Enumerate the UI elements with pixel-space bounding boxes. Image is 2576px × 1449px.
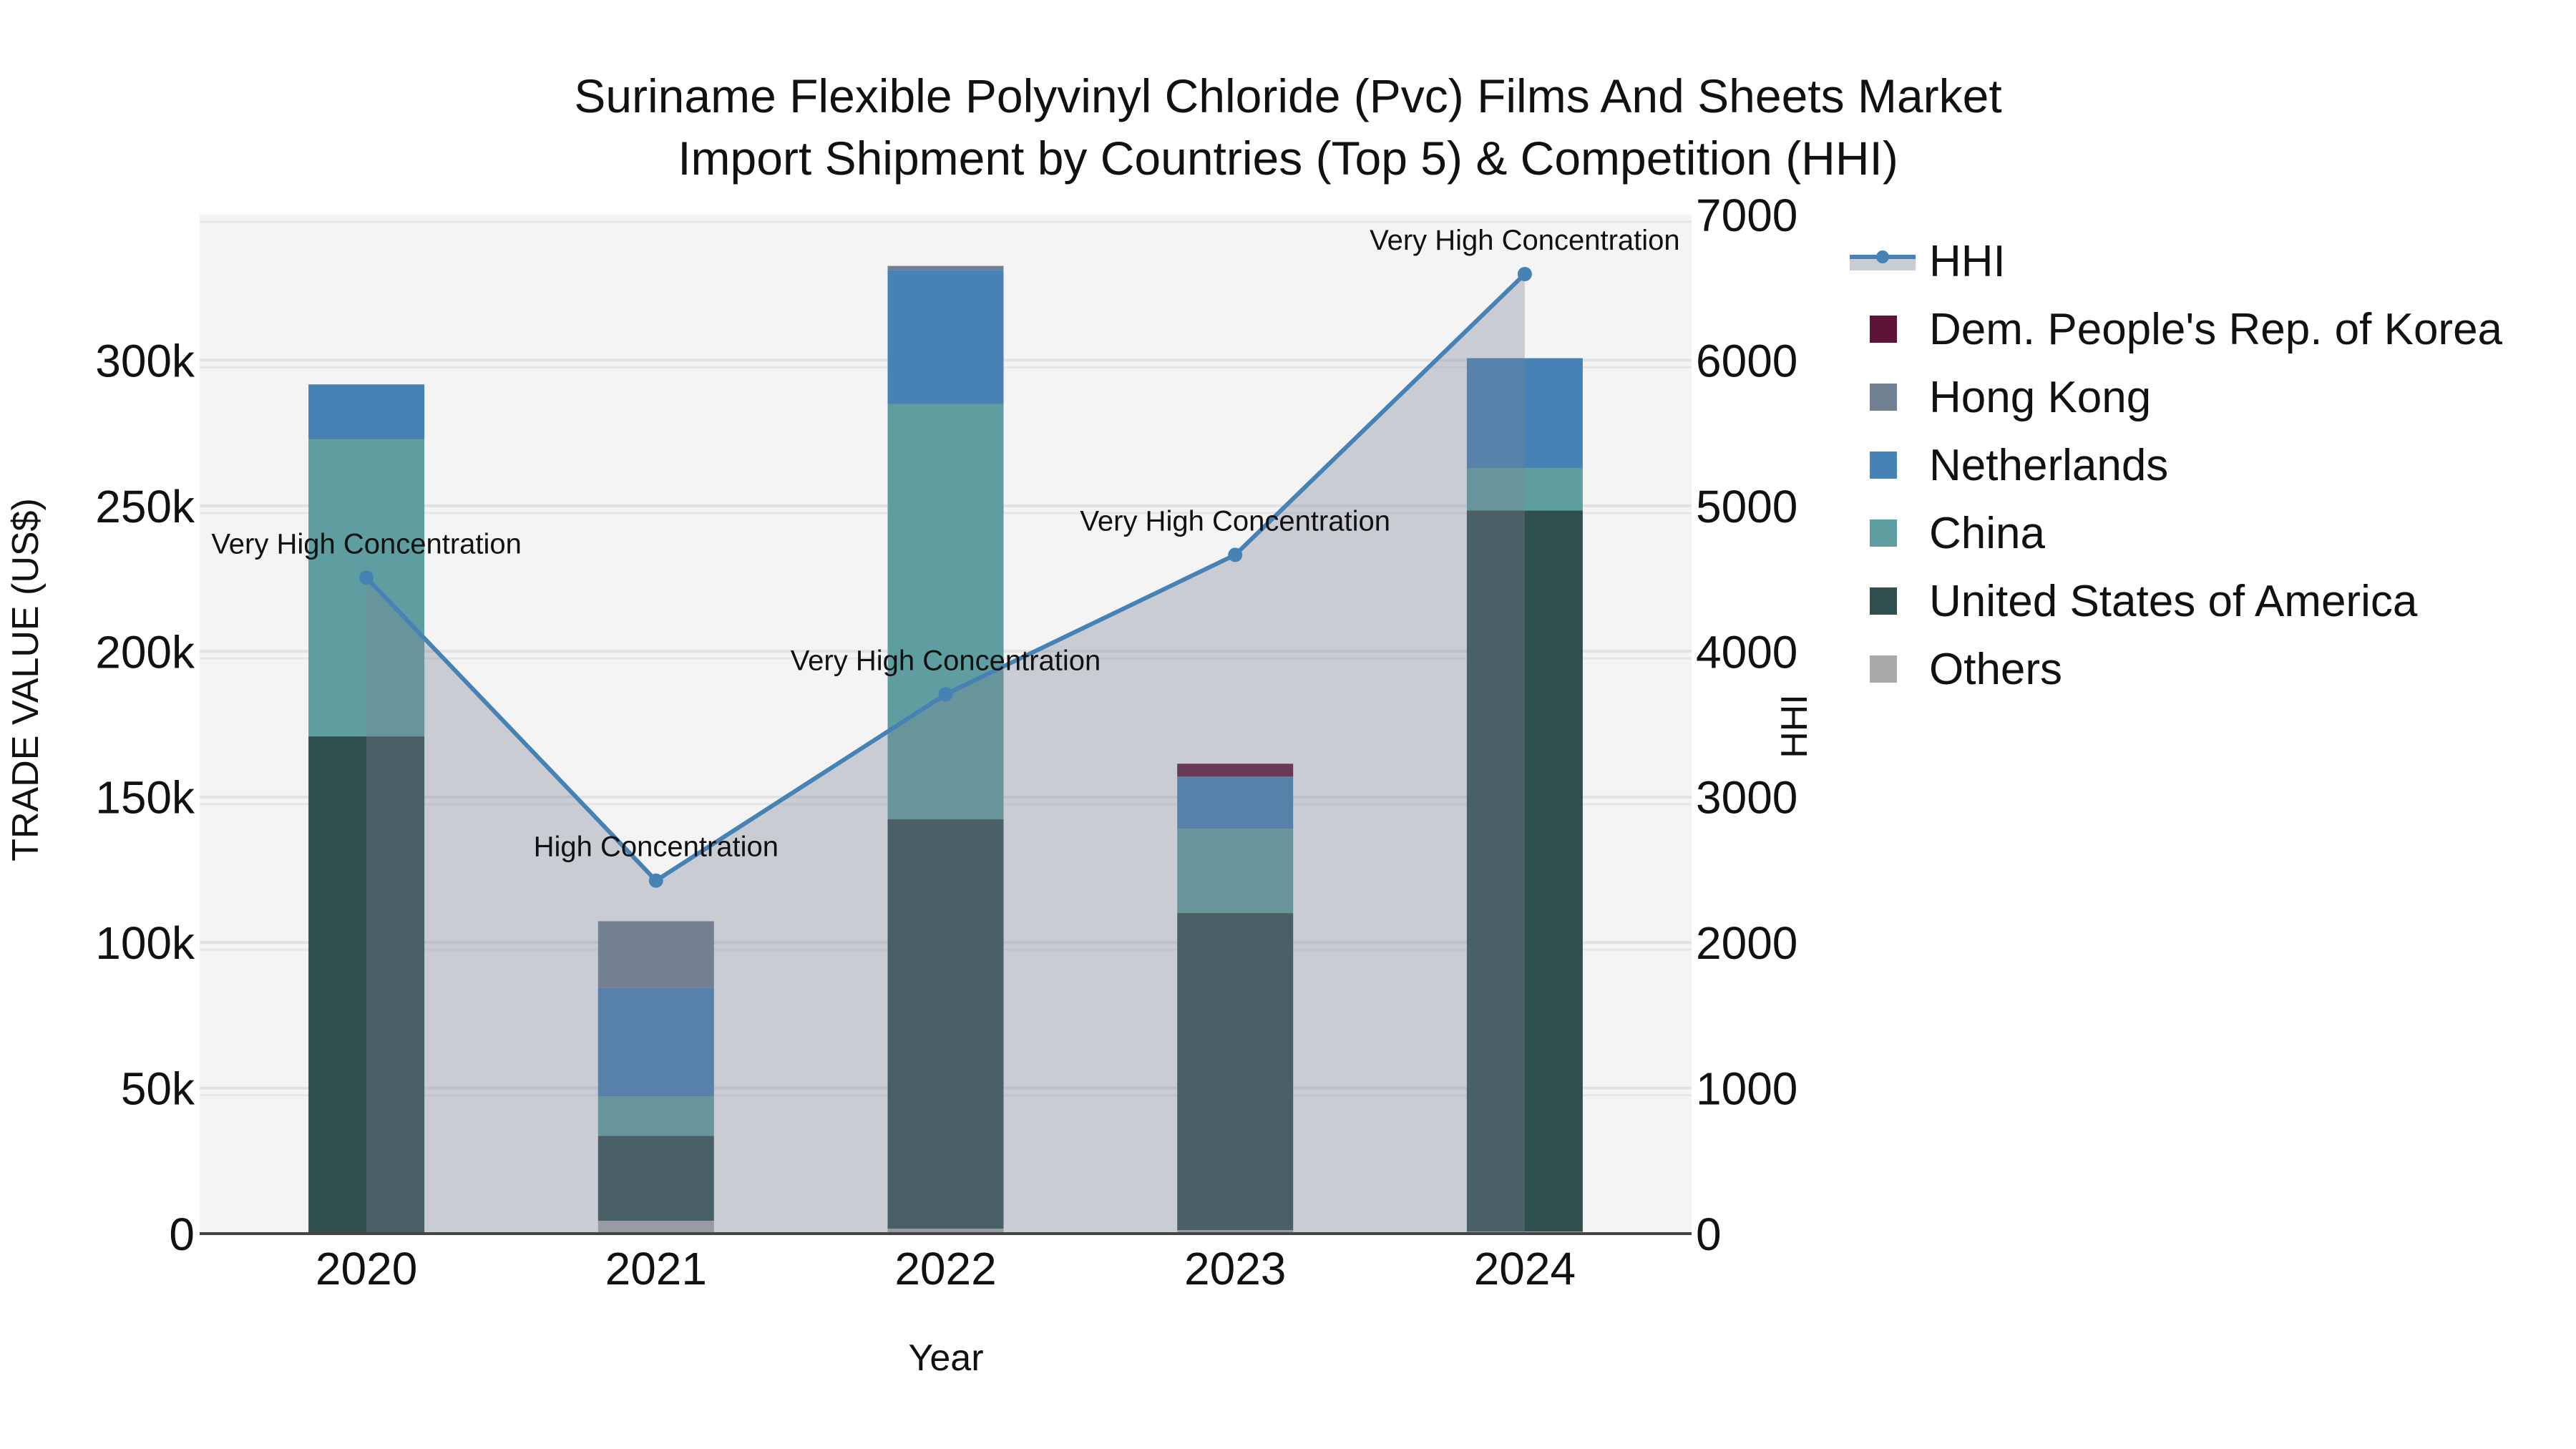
x-tick-label: 2022	[894, 1243, 996, 1294]
bar-segment[interactable]	[597, 921, 714, 988]
y2-tick-label: 4000	[1696, 626, 1797, 678]
y2-tick-label: 1000	[1696, 1063, 1797, 1115]
bar-segment[interactable]	[308, 439, 425, 737]
y2-tick-label: 6000	[1696, 335, 1797, 386]
x-tick-label: 2023	[1184, 1243, 1286, 1294]
bar-segment[interactable]	[887, 265, 1004, 270]
legend-label: Dem. People's Rep. of Korea	[1929, 305, 2503, 354]
bar-segment[interactable]	[887, 404, 1004, 820]
legend-label: China	[1929, 509, 2045, 558]
legend-label: Hong Kong	[1929, 373, 2152, 422]
y2-axis-title: HHI	[1774, 694, 1815, 758]
color-swatch-icon	[1870, 655, 1897, 683]
hhi-annotation: Very High Concentration	[791, 645, 1101, 676]
chart-title-line-2: Import Shipment by Countries (Top 5) & C…	[678, 132, 1898, 185]
hhi-annotation: High Concentration	[534, 831, 779, 863]
color-swatch-icon	[1870, 587, 1897, 615]
hhi-point[interactable]	[938, 687, 953, 702]
y-tick-label: 300k	[95, 335, 195, 386]
bar-segment[interactable]	[597, 1136, 714, 1221]
y2-tick-label: 7000	[1696, 190, 1797, 241]
bar-segment[interactable]	[1466, 510, 1583, 1232]
x-tick-label: 2020	[316, 1243, 417, 1294]
hhi-annotation: Very High Concentration	[1080, 505, 1390, 537]
hhi-point[interactable]	[359, 570, 374, 585]
line-marker-icon	[1850, 250, 1916, 270]
hhi-area	[366, 273, 1525, 1234]
bar-segment[interactable]	[887, 1229, 1004, 1234]
bar-segment[interactable]	[1466, 358, 1583, 469]
y-tick-label: 250k	[95, 481, 195, 532]
bar-segment[interactable]	[308, 384, 425, 440]
y2-tick-label: 0	[1696, 1209, 1722, 1260]
y2-tick-label: 5000	[1696, 481, 1797, 532]
color-swatch-icon	[1870, 452, 1897, 479]
bar-segment[interactable]	[597, 1096, 714, 1136]
bar-segment[interactable]	[1177, 763, 1294, 777]
bar-segment[interactable]	[597, 1221, 714, 1234]
bar-segment[interactable]	[1177, 829, 1294, 914]
y-tick-label: 100k	[95, 917, 195, 969]
hhi-point[interactable]	[648, 873, 663, 888]
bar-segment[interactable]	[597, 987, 714, 1097]
y-tick-label: 0	[169, 1209, 195, 1260]
bar-segment[interactable]	[1177, 1230, 1294, 1234]
y-axis-title: TRADE VALUE (US$)	[5, 498, 47, 862]
hhi-annotation: Very High Concentration	[1370, 225, 1680, 256]
bar-segment[interactable]	[1177, 913, 1294, 1231]
bar-segment[interactable]	[887, 270, 1004, 404]
x-tick-label: 2021	[605, 1243, 707, 1294]
legend-label: Netherlands	[1929, 441, 2169, 490]
y-tick-label: 200k	[95, 626, 195, 678]
color-swatch-icon	[1870, 384, 1897, 411]
x-axis-title: Year	[908, 1337, 984, 1379]
bar-segment[interactable]	[308, 736, 425, 1233]
y-tick-label: 150k	[95, 772, 195, 824]
bar-segment[interactable]	[1466, 468, 1583, 511]
hhi-point[interactable]	[1228, 547, 1243, 562]
legend-label: HHI	[1929, 237, 2006, 286]
color-swatch-icon	[1870, 316, 1897, 343]
color-swatch-icon	[1870, 519, 1897, 547]
legend-label: United States of America	[1929, 577, 2418, 626]
legend-label: Others	[1929, 645, 2063, 694]
y-tick-label: 50k	[121, 1063, 195, 1115]
y2-tick-label: 2000	[1696, 917, 1797, 969]
bar-segment[interactable]	[887, 819, 1004, 1229]
y2-tick-label: 3000	[1696, 772, 1797, 824]
hhi-annotation: Very High Concentration	[211, 528, 522, 560]
bar-segment[interactable]	[1177, 776, 1294, 829]
hhi-point[interactable]	[1517, 266, 1532, 281]
chart-title-line-1: Suriname Flexible Polyvinyl Chloride (Pv…	[574, 69, 2002, 122]
x-tick-label: 2024	[1474, 1243, 1576, 1294]
